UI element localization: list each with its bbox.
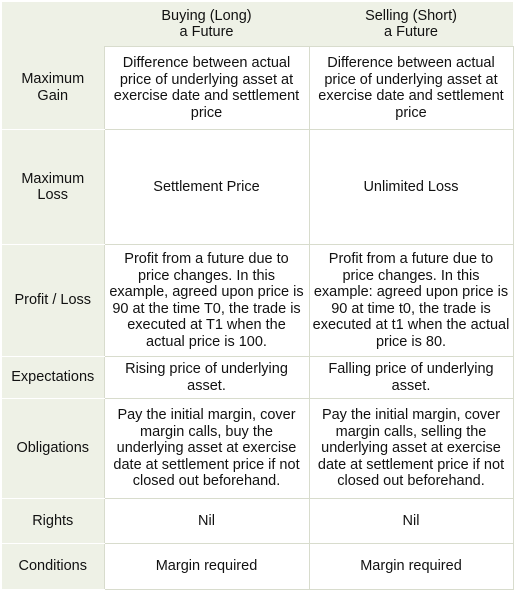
row-label: Rights <box>2 498 104 544</box>
row-maximum-gain: Maximum Gain Difference between actual pr… <box>2 46 514 130</box>
cell-long: Difference between actual price of under… <box>103 46 309 130</box>
row-conditions: Conditions Margin required Margin requir… <box>2 543 514 590</box>
row-label: Maximum Loss <box>2 129 104 245</box>
cell-long: Settlement Price <box>103 129 309 245</box>
cell-short: Difference between actual price of under… <box>308 46 514 130</box>
cell-short: Margin required <box>308 543 514 590</box>
row-profit-loss: Profit / Loss Profit from a future due t… <box>2 244 514 357</box>
header-selling-short: Selling (Short) a Future <box>309 2 513 47</box>
cell-long: Pay the initial margin, cover margin cal… <box>103 398 309 499</box>
cell-short: Pay the initial margin, cover margin cal… <box>308 398 514 499</box>
row-label: Profit / Loss <box>2 244 104 357</box>
cell-short: Falling price of underlying asset. <box>308 356 514 399</box>
cell-short: Profit from a future due to price change… <box>308 244 514 357</box>
cell-long: Margin required <box>103 543 309 590</box>
cell-long: Nil <box>103 498 309 544</box>
row-obligations: Obligations Pay the initial margin, cove… <box>2 398 514 499</box>
cell-long: Profit from a future due to price change… <box>103 244 309 357</box>
row-label: Conditions <box>2 543 104 590</box>
row-label: Maximum Gain <box>2 46 104 130</box>
row-label: Obligations <box>2 398 104 499</box>
header-buying-long: Buying (Long) a Future <box>104 2 309 47</box>
corner-cell <box>2 2 104 47</box>
cell-long: Rising price of underlying asset. <box>103 356 309 399</box>
row-expectations: Expectations Rising price of underlying … <box>2 356 514 399</box>
cell-short: Unlimited Loss <box>308 129 514 245</box>
row-rights: Rights Nil Nil <box>2 498 514 544</box>
row-maximum-loss: Maximum Loss Settlement Price Unlimited L… <box>2 129 514 245</box>
header-row: Buying (Long) a Future Selling (Short) a F… <box>2 2 513 47</box>
row-label: Expectations <box>2 356 104 399</box>
cell-short: Nil <box>308 498 514 544</box>
